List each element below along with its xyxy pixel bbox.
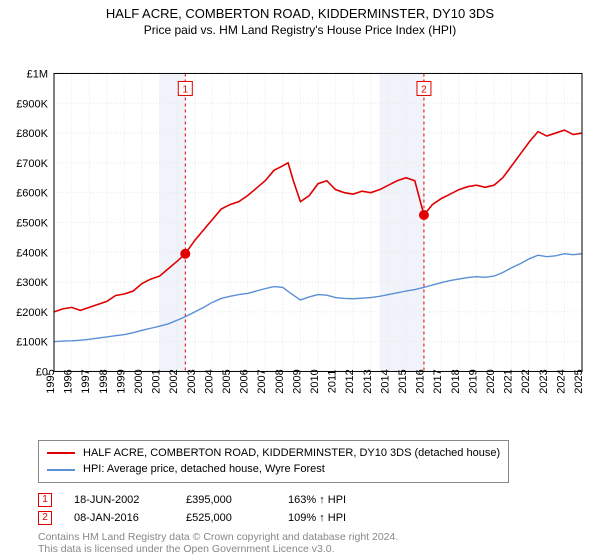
svg-text:2022: 2022 — [520, 369, 532, 393]
svg-text:2008: 2008 — [274, 369, 286, 393]
svg-text:2005: 2005 — [221, 369, 233, 393]
svg-text:2003: 2003 — [186, 369, 198, 393]
legend-label: HALF ACRE, COMBERTON ROAD, KIDDERMINSTER… — [83, 445, 500, 462]
svg-text:2004: 2004 — [203, 369, 215, 393]
chart-title: HALF ACRE, COMBERTON ROAD, KIDDERMINSTER… — [10, 6, 590, 23]
svg-text:1998: 1998 — [98, 369, 110, 393]
svg-text:2016: 2016 — [415, 369, 427, 393]
svg-text:2020: 2020 — [485, 369, 497, 393]
chart-subtitle: Price paid vs. HM Land Registry's House … — [10, 23, 590, 37]
svg-text:2019: 2019 — [467, 369, 479, 393]
footnote-line: This data is licensed under the Open Gov… — [38, 543, 586, 556]
svg-text:£800K: £800K — [16, 128, 48, 140]
sale-row: 2 08-JAN-2016 £525,000 109% ↑ HPI — [38, 509, 586, 527]
svg-text:£700K: £700K — [16, 158, 48, 170]
svg-text:£100K: £100K — [16, 337, 48, 349]
svg-text:2015: 2015 — [397, 369, 409, 393]
svg-text:2021: 2021 — [503, 369, 515, 393]
svg-text:£400K: £400K — [16, 247, 48, 259]
svg-text:2018: 2018 — [450, 369, 462, 393]
sale-pct: 163% ↑ HPI — [288, 494, 368, 506]
svg-text:1997: 1997 — [80, 369, 92, 393]
svg-text:1995: 1995 — [45, 369, 57, 393]
svg-text:2010: 2010 — [309, 369, 321, 393]
svg-text:2006: 2006 — [239, 369, 251, 393]
svg-text:2001: 2001 — [151, 369, 163, 393]
legend: HALF ACRE, COMBERTON ROAD, KIDDERMINSTER… — [38, 440, 509, 483]
sale-date: 08-JAN-2016 — [74, 512, 164, 524]
svg-text:2000: 2000 — [133, 369, 145, 393]
footnote: Contains HM Land Registry data © Crown c… — [38, 531, 586, 556]
svg-text:2017: 2017 — [432, 369, 444, 393]
svg-text:2009: 2009 — [291, 369, 303, 393]
sales-table: 1 18-JUN-2002 £395,000 163% ↑ HPI 2 08-J… — [38, 491, 586, 527]
svg-text:£300K: £300K — [16, 277, 48, 289]
sale-price: £525,000 — [186, 512, 266, 524]
svg-text:2011: 2011 — [327, 370, 339, 394]
sale-marker-icon: 1 — [38, 493, 52, 507]
svg-text:2012: 2012 — [344, 369, 356, 393]
chart-container: HALF ACRE, COMBERTON ROAD, KIDDERMINSTER… — [0, 0, 600, 560]
svg-text:1: 1 — [183, 84, 189, 95]
svg-text:2013: 2013 — [362, 369, 374, 393]
sale-pct: 109% ↑ HPI — [288, 512, 368, 524]
sale-marker-icon: 2 — [38, 511, 52, 525]
svg-text:1996: 1996 — [63, 369, 75, 393]
svg-text:2: 2 — [421, 84, 427, 95]
sale-price: £395,000 — [186, 494, 266, 506]
chart-svg: 12£0£100K£200K£300K£400K£500K£600K£700K£… — [10, 41, 590, 434]
svg-text:£200K: £200K — [16, 307, 48, 319]
legend-swatch — [47, 452, 75, 454]
footnote-line: Contains HM Land Registry data © Crown c… — [38, 531, 586, 544]
svg-text:£1M: £1M — [27, 68, 48, 80]
svg-text:£600K: £600K — [16, 188, 48, 200]
svg-text:2024: 2024 — [555, 369, 567, 393]
svg-text:2025: 2025 — [573, 369, 585, 393]
sale-date: 18-JUN-2002 — [74, 494, 164, 506]
svg-text:£900K: £900K — [16, 98, 48, 110]
svg-text:2002: 2002 — [168, 369, 180, 393]
svg-text:£500K: £500K — [16, 217, 48, 229]
legend-item: HPI: Average price, detached house, Wyre… — [47, 461, 500, 478]
sale-row: 1 18-JUN-2002 £395,000 163% ↑ HPI — [38, 491, 586, 509]
svg-text:1999: 1999 — [115, 369, 127, 393]
svg-text:2007: 2007 — [256, 369, 268, 393]
svg-text:2023: 2023 — [538, 369, 550, 393]
legend-label: HPI: Average price, detached house, Wyre… — [83, 461, 325, 478]
svg-text:2014: 2014 — [379, 369, 391, 393]
chart-plot-area: 12£0£100K£200K£300K£400K£500K£600K£700K£… — [10, 41, 590, 434]
legend-item: HALF ACRE, COMBERTON ROAD, KIDDERMINSTER… — [47, 445, 500, 462]
legend-swatch — [47, 469, 75, 471]
